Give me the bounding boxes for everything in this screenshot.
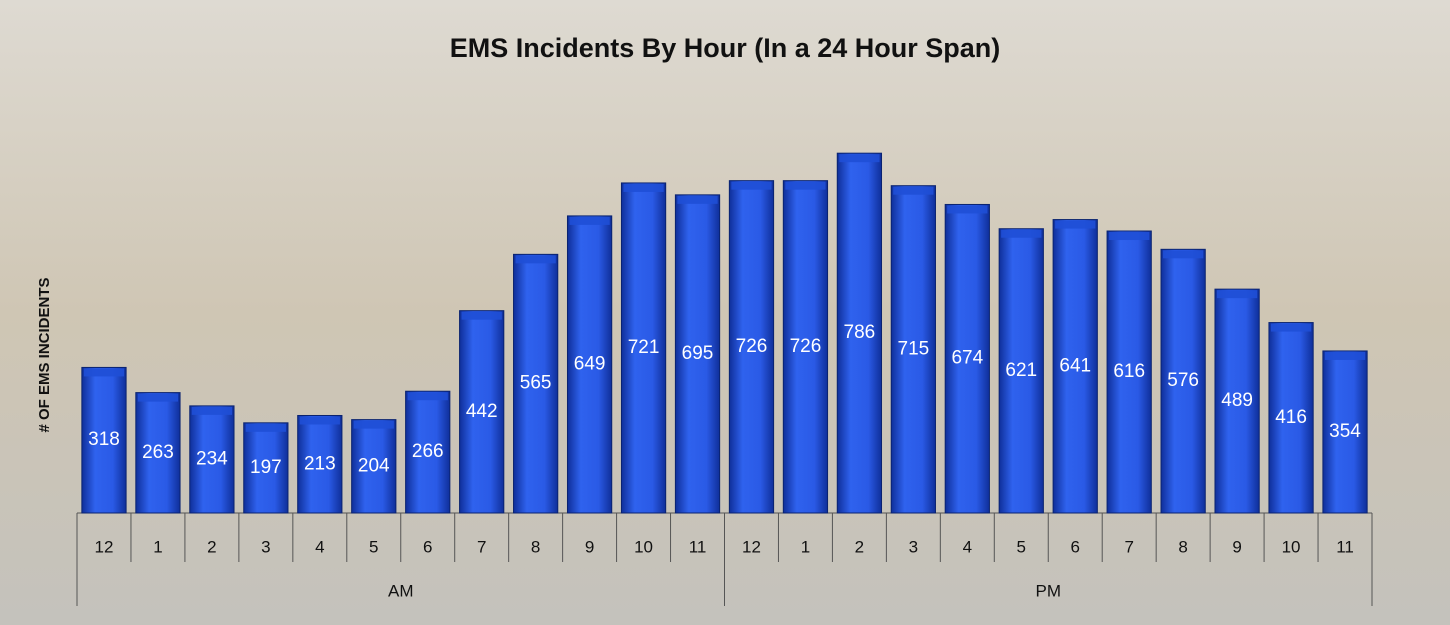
value-label: 266 [412,441,444,462]
value-label: 197 [250,457,282,478]
bar-bevel [516,255,556,263]
x-tick-label: 8 [1178,537,1187,556]
value-label: 318 [88,429,120,450]
value-label: 726 [790,336,822,357]
value-label: 726 [736,336,768,357]
x-tick-label: 2 [207,537,216,556]
x-tick-label: 4 [963,537,972,556]
x-tick-label: 10 [634,537,653,556]
x-tick-label: 7 [477,537,486,556]
value-label: 786 [844,322,876,343]
value-label: 641 [1059,355,1091,376]
bar-bevel [1001,230,1041,238]
x-tick-label: 9 [585,537,594,556]
value-label: 674 [951,348,983,369]
x-tick-label: 5 [369,537,378,556]
value-label: 204 [358,455,390,476]
value-label: 489 [1221,390,1253,411]
x-tick-label: 12 [95,537,114,556]
y-axis-label: # OF EMS INCIDENTS [36,277,53,432]
bar-bevel [300,416,340,424]
bar-bevel [731,182,771,190]
bar-bevel [893,187,933,195]
x-tick-label: 6 [1070,537,1079,556]
value-label: 263 [142,442,174,463]
x-tick-label: 3 [261,537,270,556]
value-label: 715 [898,338,930,359]
value-label: 354 [1329,421,1361,442]
bar-bevel [1271,324,1311,332]
x-tick-label: 5 [1017,537,1026,556]
bar-bevel [246,424,286,432]
chart: EMS Incidents By Hour (In a 24 Hour Span… [0,0,1450,625]
x-tick-label: 9 [1232,537,1241,556]
value-label: 721 [628,337,660,358]
value-label: 695 [682,343,714,364]
page: EMS Incidents By Hour (In a 24 Hour Span… [0,0,1450,625]
bar-bevel [947,205,987,213]
x-tick-label: 7 [1124,537,1133,556]
value-label: 576 [1167,370,1199,391]
bar-bevel [462,312,502,320]
value-label: 213 [304,453,336,474]
value-label: 416 [1275,407,1307,428]
value-label: 616 [1113,361,1145,382]
x-tick-label: 11 [1336,537,1354,556]
value-label: 442 [466,401,498,422]
x-tick-label: 8 [531,537,540,556]
x-tick-label: 1 [801,537,810,556]
x-tick-label: 12 [742,537,761,556]
value-label: 621 [1005,360,1037,381]
group-label: AM [388,581,414,600]
bar-bevel [1325,352,1365,360]
value-label: 649 [574,353,606,374]
x-tick-label: 6 [423,537,432,556]
value-label: 565 [520,373,552,394]
bar-bevel [839,154,879,162]
bar-bevel [1163,250,1203,258]
value-label: 234 [196,448,228,469]
bar-bevel [192,407,232,415]
bar-bevel [569,217,609,225]
x-tick-label: 11 [689,537,707,556]
chart-title: EMS Incidents By Hour (In a 24 Hour Span… [450,33,1001,63]
group-label: PM [1036,581,1062,600]
x-tick-label: 4 [315,537,324,556]
x-tick-label: 1 [153,537,162,556]
bar-bevel [1109,232,1149,240]
bar-bevel [408,392,448,400]
x-tick-label: 2 [855,537,864,556]
bar-bevel [785,182,825,190]
bar-bevel [84,368,124,376]
bar-bevel [677,196,717,204]
x-tick-label: 10 [1282,537,1301,556]
x-tick-label: 3 [909,537,918,556]
bar-bevel [138,394,178,402]
bar-bevel [1055,221,1095,229]
bar-bevel [623,184,663,192]
bar-bevel [354,421,394,429]
bar-bevel [1217,290,1257,298]
